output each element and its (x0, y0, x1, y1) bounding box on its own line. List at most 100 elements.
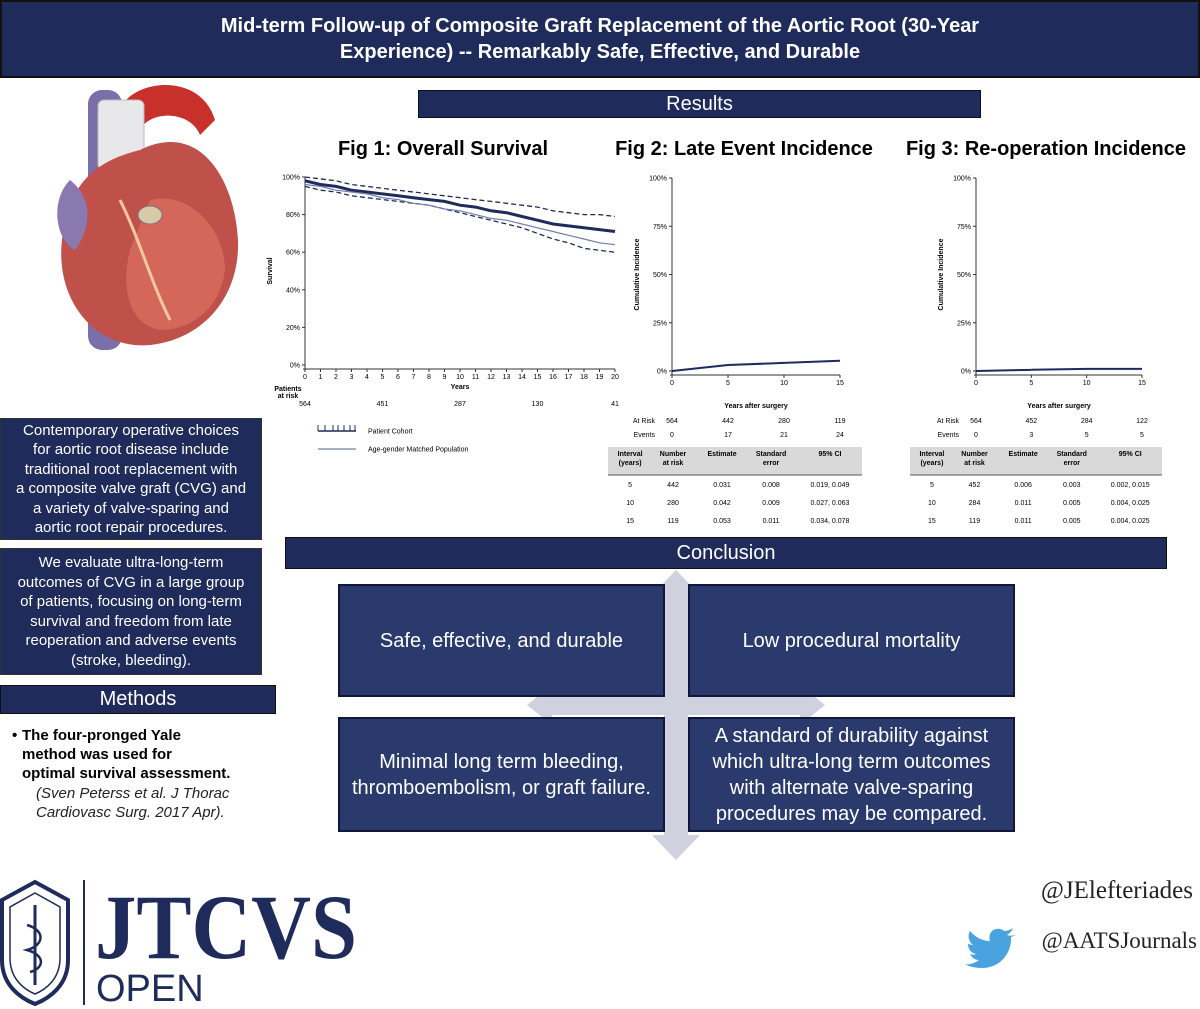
curve-start (671, 364, 729, 372)
x-tick-label: 14 (518, 374, 526, 381)
text-line: procedures may be compared. (715, 802, 988, 825)
text-line: Mid-term Follow-up of Composite Graft Re… (220, 15, 980, 37)
table-cell: 119 (667, 518, 678, 525)
table-cell: 0.011 (1015, 500, 1032, 507)
y-tick-label: 20% (286, 325, 300, 332)
text-line: of patients, focusing on long-term (20, 593, 242, 610)
y-tick-label: 0% (290, 363, 300, 370)
text-line: (stroke, bleeding). (70, 651, 192, 669)
table-cell: 10 (626, 500, 634, 507)
x-tick-label: 3 (350, 374, 354, 381)
risk-count: 451 (377, 401, 389, 408)
text-line: reoperation and adverse events (25, 632, 237, 649)
x-axis-label: Years (451, 384, 470, 391)
results-heading: Results (418, 90, 981, 118)
risk-row-label: At Risk (937, 418, 960, 425)
text-line: Contemporary operative choices (23, 421, 239, 439)
table-header: Number (660, 451, 687, 458)
table-header: at risk (663, 460, 684, 467)
figure-title: Fig 2: Late Event Incidence (615, 138, 873, 160)
text-line: which ultra-long term outcomes (712, 750, 991, 773)
text-line: traditional root replacement with (24, 460, 238, 478)
heart-illustration (57, 85, 239, 350)
figure-title: Fig 1: Overall Survival (338, 138, 548, 160)
risk-count: 564 (299, 401, 311, 408)
y-tick-label: 40% (286, 287, 300, 294)
risk-count: 5 (1085, 432, 1089, 439)
table-cell: 0.004, 0.025 (1111, 518, 1150, 525)
legend-label: Patient Cohort (368, 429, 413, 436)
table-cell: 0.019, 0.049 (811, 482, 850, 489)
y-tick-label: 100% (953, 176, 971, 183)
risk-row-label: Events (634, 432, 656, 439)
risk-count: 564 (970, 418, 982, 425)
incidence-curve (1031, 367, 1142, 371)
table-cell: 0.003 (1063, 482, 1081, 489)
methods-citation: (Sven Peterss et al. J Thorac Cardiovasc … (36, 784, 229, 822)
risk-count: 17 (724, 432, 732, 439)
x-tick-label: 5 (381, 374, 385, 381)
x-tick-label: 8 (427, 374, 431, 381)
y-tick-label: 60% (286, 250, 300, 257)
risk-count: 41 (611, 401, 619, 408)
text-line: Minimal long term bleeding, (379, 750, 624, 773)
table-cell: 5 (930, 482, 934, 489)
table-cell: 5 (628, 482, 632, 489)
confidence-band (304, 185, 616, 253)
table-header-bg (608, 447, 862, 475)
risk-count: 0 (974, 432, 978, 439)
x-tick-label: 5 (726, 380, 730, 387)
y-axis-label: Cumulative Incidence (634, 238, 641, 310)
risk-label: Patients (274, 386, 301, 393)
intro-text: We evaluate ultra-long-term outcomes of C… (0, 548, 262, 675)
risk-count: 21 (780, 432, 788, 439)
table-header: Standard (1057, 451, 1087, 458)
risk-count: 130 (532, 401, 544, 408)
risk-count: 452 (1025, 418, 1037, 425)
risk-count: 5 (1140, 432, 1144, 439)
table-header: 95% CI (819, 451, 842, 458)
x-tick-label: 20 (611, 374, 619, 381)
text-line: a variety of valve-sparing and (33, 499, 229, 517)
table-cell: 0.011 (763, 518, 780, 525)
curve-start (975, 368, 1032, 372)
x-tick-label: 5 (1029, 380, 1033, 387)
conclusion-box: Safe, effective, and durable (338, 584, 665, 697)
y-tick-label: 50% (653, 272, 667, 279)
x-tick-label: 6 (396, 374, 400, 381)
x-tick-label: 15 (836, 380, 844, 387)
x-tick-label: 7 (412, 374, 416, 381)
x-tick-label: 2 (334, 374, 338, 381)
table-header: error (763, 460, 780, 467)
table-cell: 442 (667, 482, 679, 489)
text-line: survival and freedom from late (30, 612, 232, 630)
text-line: for aortic root disease include (33, 441, 229, 458)
text-line: a composite valve graft (CVG) and (15, 480, 247, 497)
risk-count: 284 (1081, 418, 1093, 425)
table-cell: 0.042 (713, 500, 731, 507)
table-header: (years) (619, 460, 642, 467)
x-axis-label: Years after surgery (724, 403, 788, 410)
table-cell: 280 (667, 500, 679, 507)
figure-title: Fig 3: Re-operation Incidence (906, 138, 1186, 160)
text-line: with alternate valve-sparing (729, 776, 974, 799)
x-tick-label: 12 (487, 374, 495, 381)
y-tick-label: 25% (653, 320, 667, 327)
table-cell: 284 (969, 500, 981, 507)
table-header: Number (961, 451, 988, 458)
conclusion-cross (527, 570, 825, 860)
table-cell: 0.008 (762, 482, 780, 489)
table-cell: 0.009 (762, 500, 780, 507)
x-tick-label: 0 (974, 380, 978, 387)
x-tick-label: 0 (670, 380, 674, 387)
x-tick-label: 1 (319, 374, 323, 381)
table-cell: 0.034, 0.078 (811, 518, 850, 525)
risk-count: 442 (722, 418, 734, 425)
risk-count: 287 (454, 401, 466, 408)
table-cell: 0.031 (713, 482, 731, 489)
journal-subtitle: OPEN (96, 968, 204, 1009)
conclusion-box: A standard of durability against which ul… (688, 717, 1015, 832)
table-cell: 0.053 (713, 518, 731, 525)
social-handle: @JElefteriades (1041, 877, 1193, 904)
